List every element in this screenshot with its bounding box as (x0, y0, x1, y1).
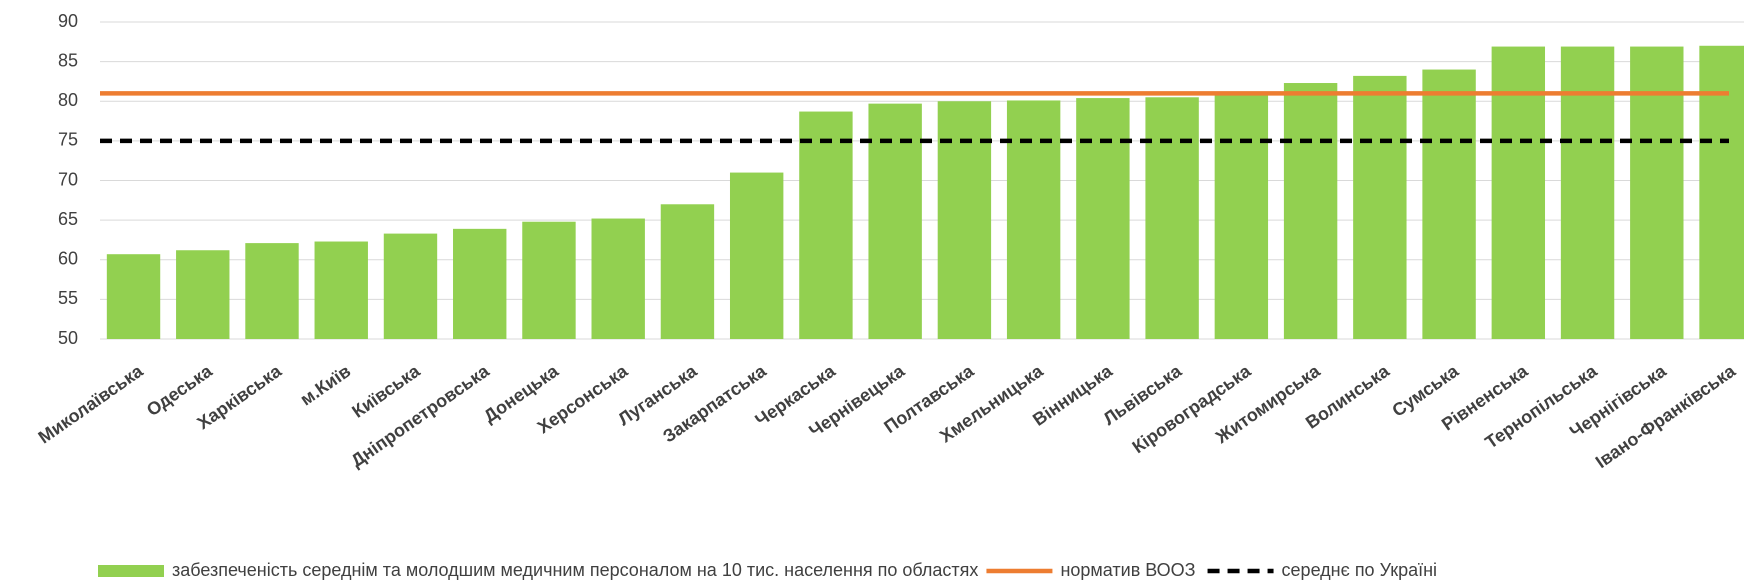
bar (729, 172, 784, 339)
y-tick-label: 80 (58, 90, 78, 110)
bar (1630, 46, 1684, 339)
bar (1422, 69, 1476, 340)
y-tick-label: 70 (58, 169, 78, 189)
bar (799, 111, 853, 340)
bar (660, 204, 715, 339)
y-tick-label: 65 (58, 209, 78, 229)
y-tick-label: 75 (58, 130, 78, 150)
bar (1560, 46, 1615, 339)
bar (937, 101, 992, 339)
y-tick-label: 55 (58, 288, 78, 308)
bar (1283, 83, 1338, 340)
bar (1214, 93, 1269, 339)
bar (868, 103, 922, 339)
bar (314, 241, 368, 339)
x-tick-label: Кіровоградська (1129, 360, 1256, 457)
bar (1491, 46, 1546, 339)
legend-label: середнє по Україні (1282, 560, 1438, 580)
bar (1006, 100, 1061, 340)
x-tick-label: м.Київ (297, 361, 355, 410)
bar (383, 233, 438, 339)
legend-label: забезпеченість середнім та молодшим меди… (172, 560, 978, 580)
bar (106, 254, 161, 339)
bar (176, 250, 230, 339)
x-tick-label: Миколаївська (35, 360, 148, 447)
legend-label: норматив ВООЗ (1060, 560, 1195, 580)
y-tick-label: 85 (58, 50, 78, 70)
y-tick-label: 60 (58, 249, 78, 269)
bar (591, 218, 645, 339)
y-tick-label: 50 (58, 328, 78, 348)
bar (1699, 45, 1744, 340)
y-tick-label: 90 (58, 11, 78, 31)
bar (245, 243, 299, 339)
legend-swatch (98, 565, 164, 577)
bar (522, 221, 576, 339)
bar (1353, 75, 1407, 339)
bar (453, 228, 507, 339)
bar (1145, 97, 1199, 339)
bar (1076, 98, 1130, 339)
